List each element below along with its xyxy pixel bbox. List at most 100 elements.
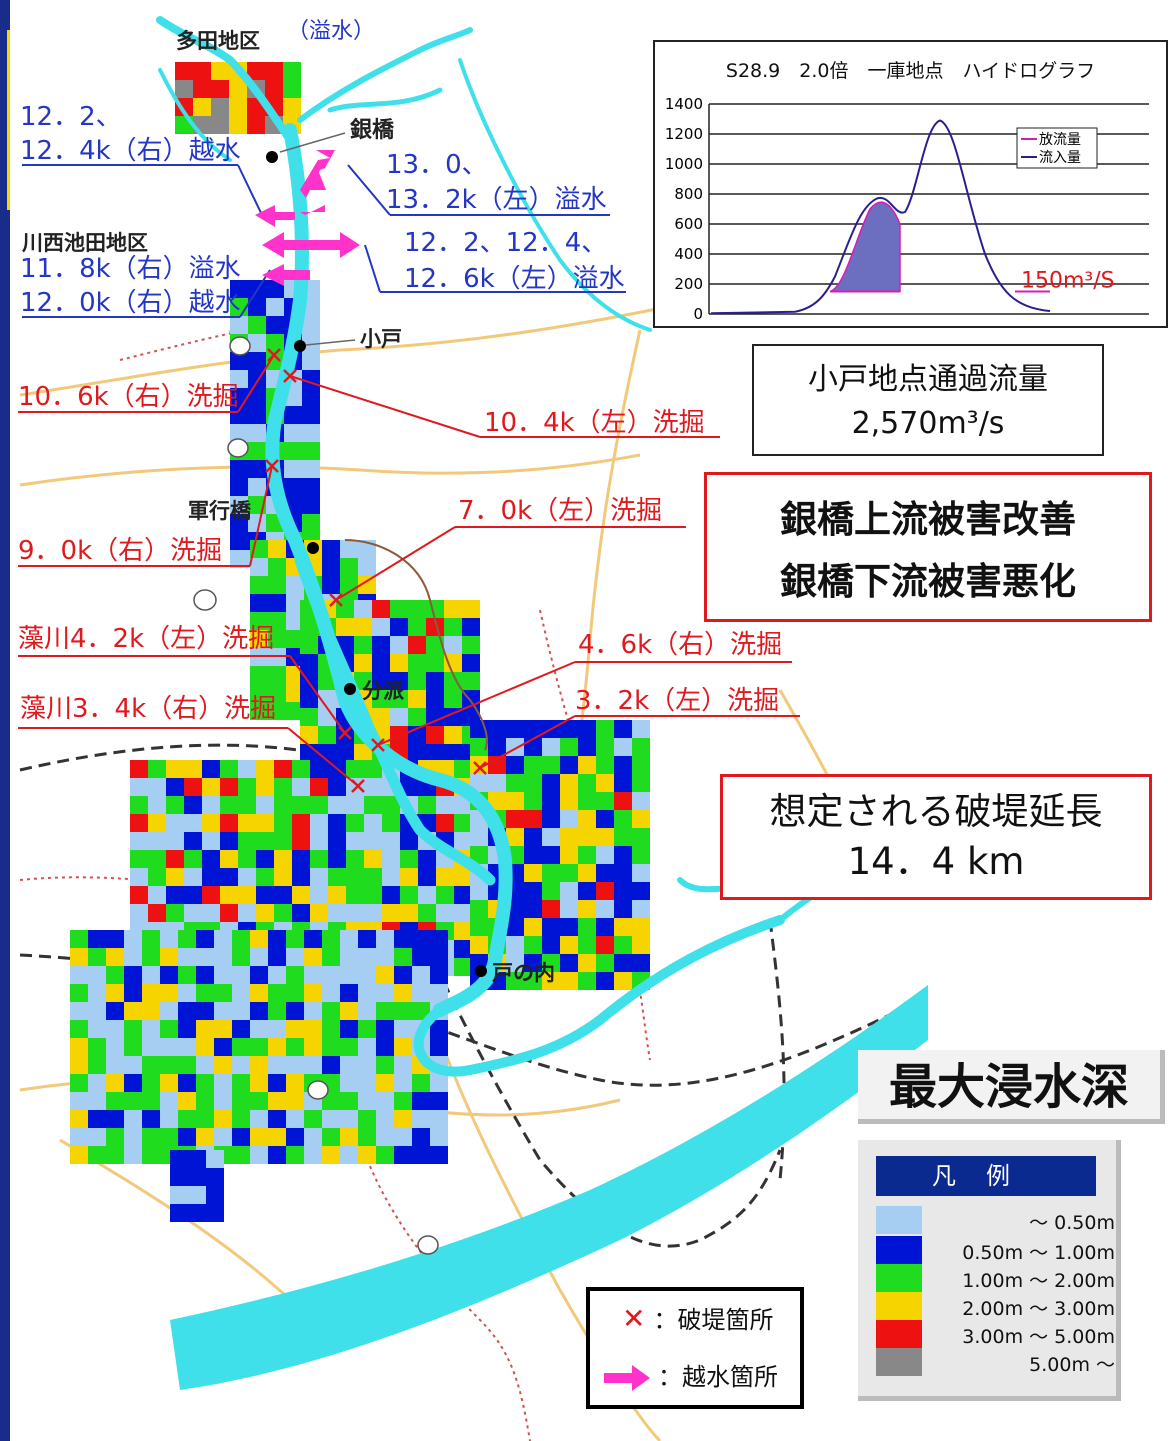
flood-cell (376, 984, 394, 1002)
flood-cell (142, 1146, 160, 1164)
flood-cell (340, 948, 358, 966)
flood-cell (444, 618, 462, 636)
yodo-river (170, 985, 928, 1390)
location-points (266, 151, 487, 977)
flood-cell (230, 550, 248, 568)
flood-cell (318, 690, 336, 708)
flood-cell (346, 778, 364, 796)
flood-cell (462, 600, 480, 618)
flood-cell (430, 1128, 448, 1146)
flood-cell (394, 930, 412, 948)
flood-cell (230, 496, 248, 514)
flood-cell (250, 702, 268, 720)
flood-cell (394, 1056, 412, 1074)
flood-cell (454, 868, 472, 886)
flood-cell (268, 1002, 286, 1020)
flood-cell (178, 984, 196, 1002)
flood-cell (88, 1020, 106, 1038)
annotation-overflow-2a: 13．0、 (386, 150, 488, 180)
flood-cell (302, 316, 320, 334)
flood-cell (214, 1092, 232, 1110)
flood-cell (142, 1092, 160, 1110)
flood-cell (70, 1092, 88, 1110)
flood-cell (142, 1038, 160, 1056)
flood-cell (542, 738, 560, 756)
flood-cell (390, 726, 408, 744)
flood-cell (220, 904, 238, 922)
flood-cell (286, 966, 304, 984)
flood-cell (284, 406, 302, 424)
place-gunko: 軍行橋 (188, 499, 251, 523)
flood-cell (188, 1150, 206, 1168)
flood-cell (354, 600, 372, 618)
flood-cell (202, 850, 220, 868)
hydrograph-legend-box (1016, 127, 1098, 169)
flood-cell (358, 1074, 376, 1092)
flood-cell (470, 918, 488, 936)
flood-cell (430, 1146, 448, 1164)
flood-cell (70, 948, 88, 966)
flood-cell (376, 948, 394, 966)
flood-cell (376, 1128, 394, 1146)
flood-cell (266, 298, 284, 316)
flood-cell (560, 810, 578, 828)
flood-cell (268, 966, 286, 984)
flood-cell (632, 810, 650, 828)
flood-cell (106, 1020, 124, 1038)
flood-cell (142, 1074, 160, 1092)
effect-downstream: 銀橋下流被害悪化 (780, 560, 1076, 603)
flood-cell (524, 828, 542, 846)
flood-cell (196, 1128, 214, 1146)
kodo-flow-label: 小戸地点通過流量 (808, 362, 1048, 397)
flood-cell (578, 954, 596, 972)
flood-cell (372, 618, 390, 636)
flood-cell (408, 672, 426, 690)
flood-cell (232, 1074, 250, 1092)
flood-cell (206, 1168, 224, 1186)
flood-cell (358, 1092, 376, 1110)
flood-cell (70, 966, 88, 984)
legend-swatch (876, 1264, 922, 1292)
legend-label: 5.00m ～ (1029, 1354, 1115, 1376)
flood-cell (376, 1110, 394, 1128)
flood-cell (506, 936, 524, 954)
flood-cell (328, 814, 346, 832)
flood-cell (560, 756, 578, 774)
flood-cell (232, 1146, 250, 1164)
flood-cell (178, 1128, 196, 1146)
flood-cell (268, 1110, 286, 1128)
flood-cell (340, 1038, 358, 1056)
flood-cell (542, 918, 560, 936)
flood-cell (286, 984, 304, 1002)
flood-cell (336, 726, 354, 744)
flood-cell (250, 1110, 268, 1128)
route-shield (229, 336, 251, 356)
legend-row: 2.00m ～ 3.00m (876, 1292, 1115, 1320)
flood-cell (266, 334, 284, 352)
hydrograph-y-tick: 1200 (665, 125, 703, 143)
flood-cell (256, 796, 274, 814)
flood-cell (322, 558, 340, 576)
koto-point (294, 340, 306, 352)
flood-cell (596, 720, 614, 738)
flood-cell (292, 796, 310, 814)
flood-cell (614, 828, 632, 846)
bunpa-levee-outline (344, 539, 488, 751)
flood-cell (614, 972, 632, 990)
flood-cell (578, 738, 596, 756)
flood-cell (322, 540, 340, 558)
flood-cell (106, 948, 124, 966)
flood-cell (426, 672, 444, 690)
flood-cell (178, 966, 196, 984)
flood-cell (596, 972, 614, 990)
effect-box: 銀橋上流被害改善 銀橋下流被害悪化 (704, 472, 1152, 622)
flood-cell (578, 756, 596, 774)
flood-cell (130, 814, 148, 832)
flood-cell (284, 478, 302, 496)
flood-cell (124, 1110, 142, 1128)
flood-cell (160, 966, 178, 984)
flood-cell (364, 814, 382, 832)
flood-cell (284, 442, 302, 460)
flood-cell (364, 850, 382, 868)
flood-cell (230, 514, 248, 532)
